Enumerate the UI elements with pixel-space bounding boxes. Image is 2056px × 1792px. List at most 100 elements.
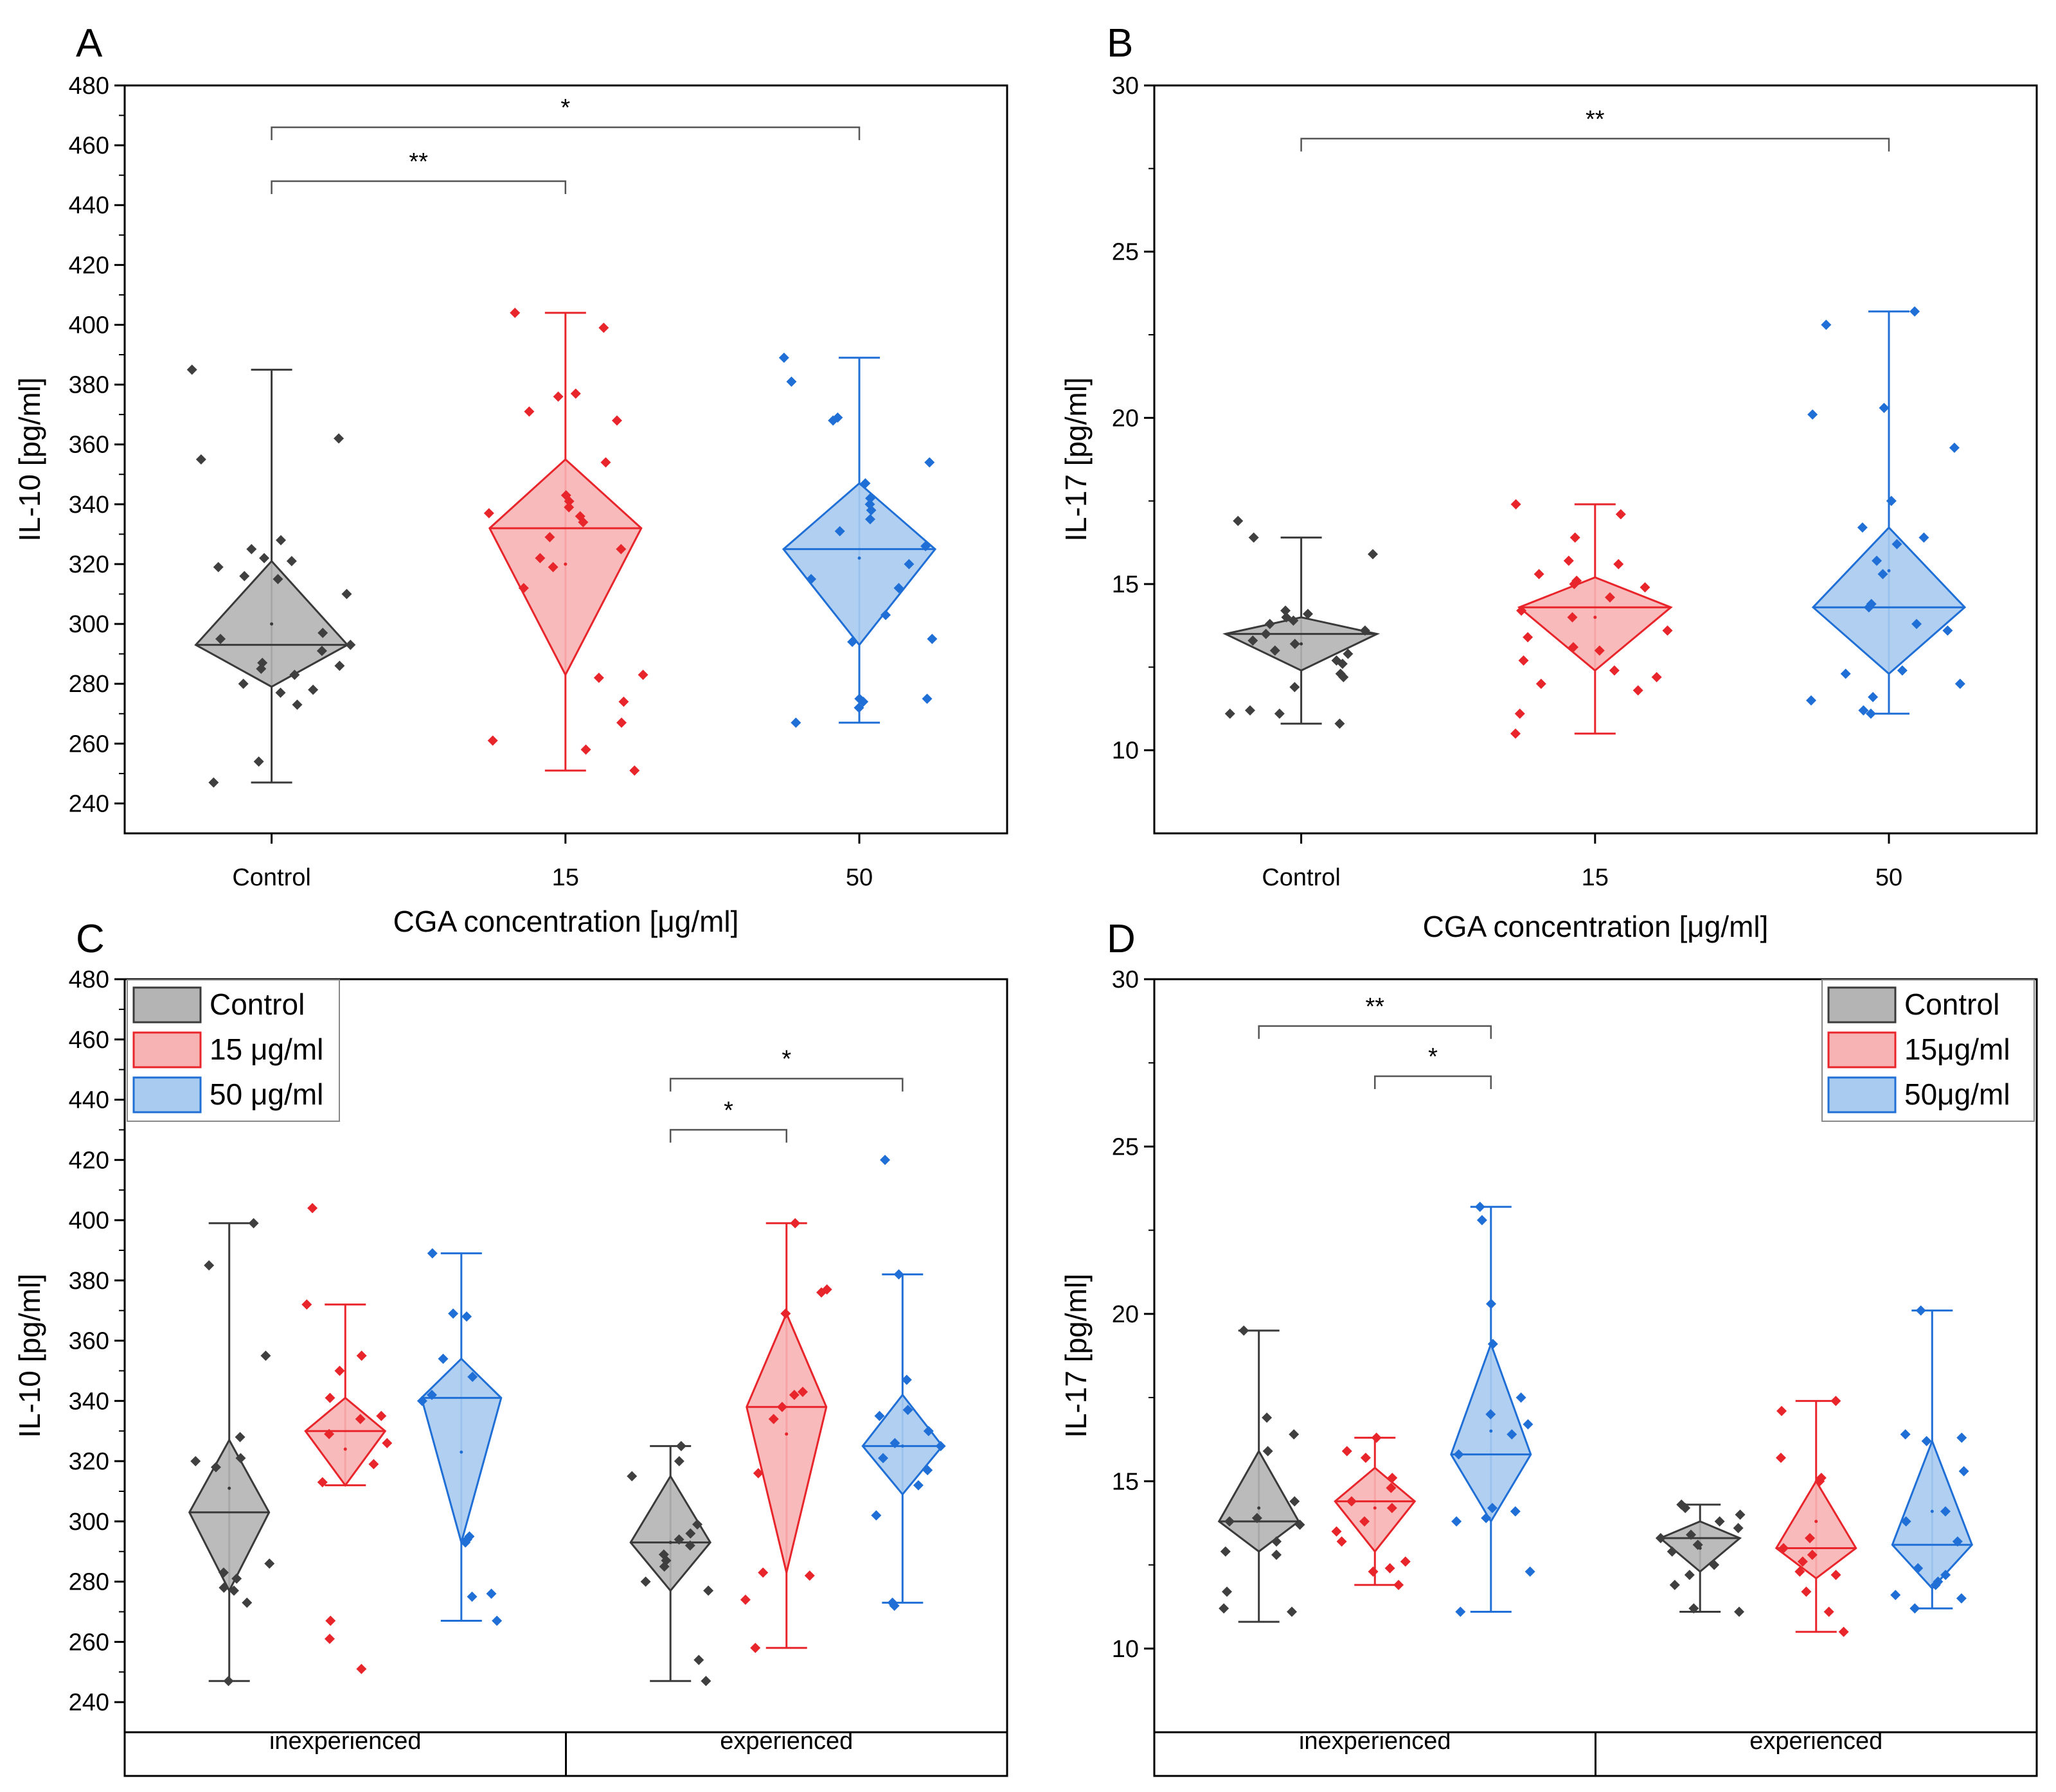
mean-marker: [460, 1450, 463, 1454]
group-50: [1806, 306, 1967, 719]
data-point: [1368, 549, 1379, 560]
data-point: [578, 517, 589, 528]
box-diamond: [1891, 1438, 1974, 1590]
data-point: [215, 634, 226, 644]
y-tick-label: 260: [69, 731, 109, 758]
data-point: [376, 1410, 387, 1421]
data-point: [1709, 1559, 1720, 1570]
data-point: [922, 693, 933, 704]
x-tick-label: 50: [1875, 864, 1902, 891]
data-point: [218, 1567, 229, 1578]
panel-C: C 240 260 280 300 320 340 360 380 400 420 440 460 480…: [13, 917, 1008, 1777]
data-point: [341, 589, 352, 599]
bracket-line: [1374, 1075, 1492, 1090]
data-point: [1686, 1529, 1697, 1540]
data-point: [1359, 1516, 1370, 1527]
data-point: [904, 558, 915, 569]
data-point: [1563, 555, 1574, 566]
box-diamond: [629, 1474, 712, 1593]
data-point: [1336, 1536, 1347, 1547]
data-point: [768, 1414, 779, 1424]
data-point: [791, 717, 801, 728]
data-point: [416, 1396, 427, 1406]
legend-label: 15 μg/ml: [210, 1033, 323, 1066]
x-tick-label: 15: [1582, 864, 1609, 891]
mean-marker: [785, 1432, 789, 1436]
y-axis: 240 260 280 300 320 340 360 380 400 420 440 460 480: [69, 966, 125, 1716]
data-point: [256, 663, 267, 674]
data-point: [1485, 1409, 1496, 1420]
data-point: [598, 323, 609, 333]
y-tick-label: 20: [1112, 405, 1139, 432]
significance-bracket: **: [1300, 106, 1890, 152]
data-point: [213, 562, 224, 572]
data-point: [1338, 671, 1349, 682]
data-point: [1900, 1429, 1911, 1440]
legend-swatch: [132, 1076, 202, 1113]
group-control: [1222, 515, 1381, 729]
y-tick-label: 460: [69, 132, 109, 159]
box-diamond: [488, 457, 643, 677]
bracket-line: [669, 1129, 787, 1143]
mean-marker: [1489, 1429, 1493, 1433]
y-axis: 10 15 20 25 30: [1112, 966, 1154, 1663]
data-point: [1384, 1563, 1395, 1574]
data-point: [1830, 1570, 1841, 1581]
data-point: [1897, 665, 1908, 676]
data-point: [924, 457, 935, 468]
data-point: [1533, 569, 1544, 580]
data-point: [878, 1453, 889, 1464]
significance-bracket: *: [669, 1046, 904, 1092]
data-point: [564, 502, 575, 513]
x-tick-label: 50: [846, 864, 873, 891]
data-point: [1858, 705, 1869, 716]
data-point: [1797, 1556, 1808, 1567]
y-tick-label: 440: [69, 1087, 109, 1114]
data-point: [1868, 691, 1879, 702]
data-point: [1271, 1549, 1282, 1560]
data-point: [1334, 718, 1345, 729]
data-point: [753, 1468, 764, 1478]
data-point: [1956, 1593, 1967, 1604]
data-point: [629, 765, 640, 776]
data-point: [1476, 1215, 1487, 1226]
data-point: [1956, 1432, 1967, 1443]
data-point: [1294, 1520, 1305, 1530]
data-point: [1913, 1563, 1924, 1574]
group-15: [1774, 1396, 1857, 1637]
y-tick-label: 25: [1112, 1133, 1139, 1160]
data-point: [1516, 605, 1527, 616]
data-point: [307, 1203, 318, 1214]
data-point: [325, 1392, 335, 1403]
data-point: [1337, 659, 1348, 670]
data-point: [1262, 1446, 1273, 1457]
data-point: [1510, 499, 1521, 510]
data-point: [1615, 509, 1626, 520]
data-point: [235, 1432, 246, 1442]
y-axis: 240 260 280 300 320 340 360 380 400 420 440 460 480: [69, 73, 125, 817]
data-point: [871, 1510, 882, 1521]
data-point: [750, 1642, 761, 1653]
data-point: [1733, 1523, 1744, 1534]
data-point: [1857, 522, 1868, 533]
data-point: [1487, 1338, 1498, 1349]
box-diamond: [1517, 576, 1673, 672]
data-point: [893, 583, 904, 594]
data-point: [740, 1594, 751, 1605]
data-point: [1949, 442, 1960, 453]
data-point: [865, 493, 876, 504]
data-point: [426, 1389, 437, 1400]
bracket-line: [1300, 138, 1890, 152]
data-point: [275, 688, 286, 698]
data-point: [1386, 1482, 1397, 1493]
data-point: [518, 583, 529, 594]
data-point: [593, 672, 604, 683]
group-50: [1450, 1202, 1535, 1617]
data-point: [1238, 1325, 1249, 1336]
data-point: [544, 532, 555, 543]
data-point: [248, 1218, 259, 1229]
legend-swatch: [132, 986, 202, 1024]
data-point: [368, 1459, 379, 1469]
data-point: [1359, 625, 1370, 636]
